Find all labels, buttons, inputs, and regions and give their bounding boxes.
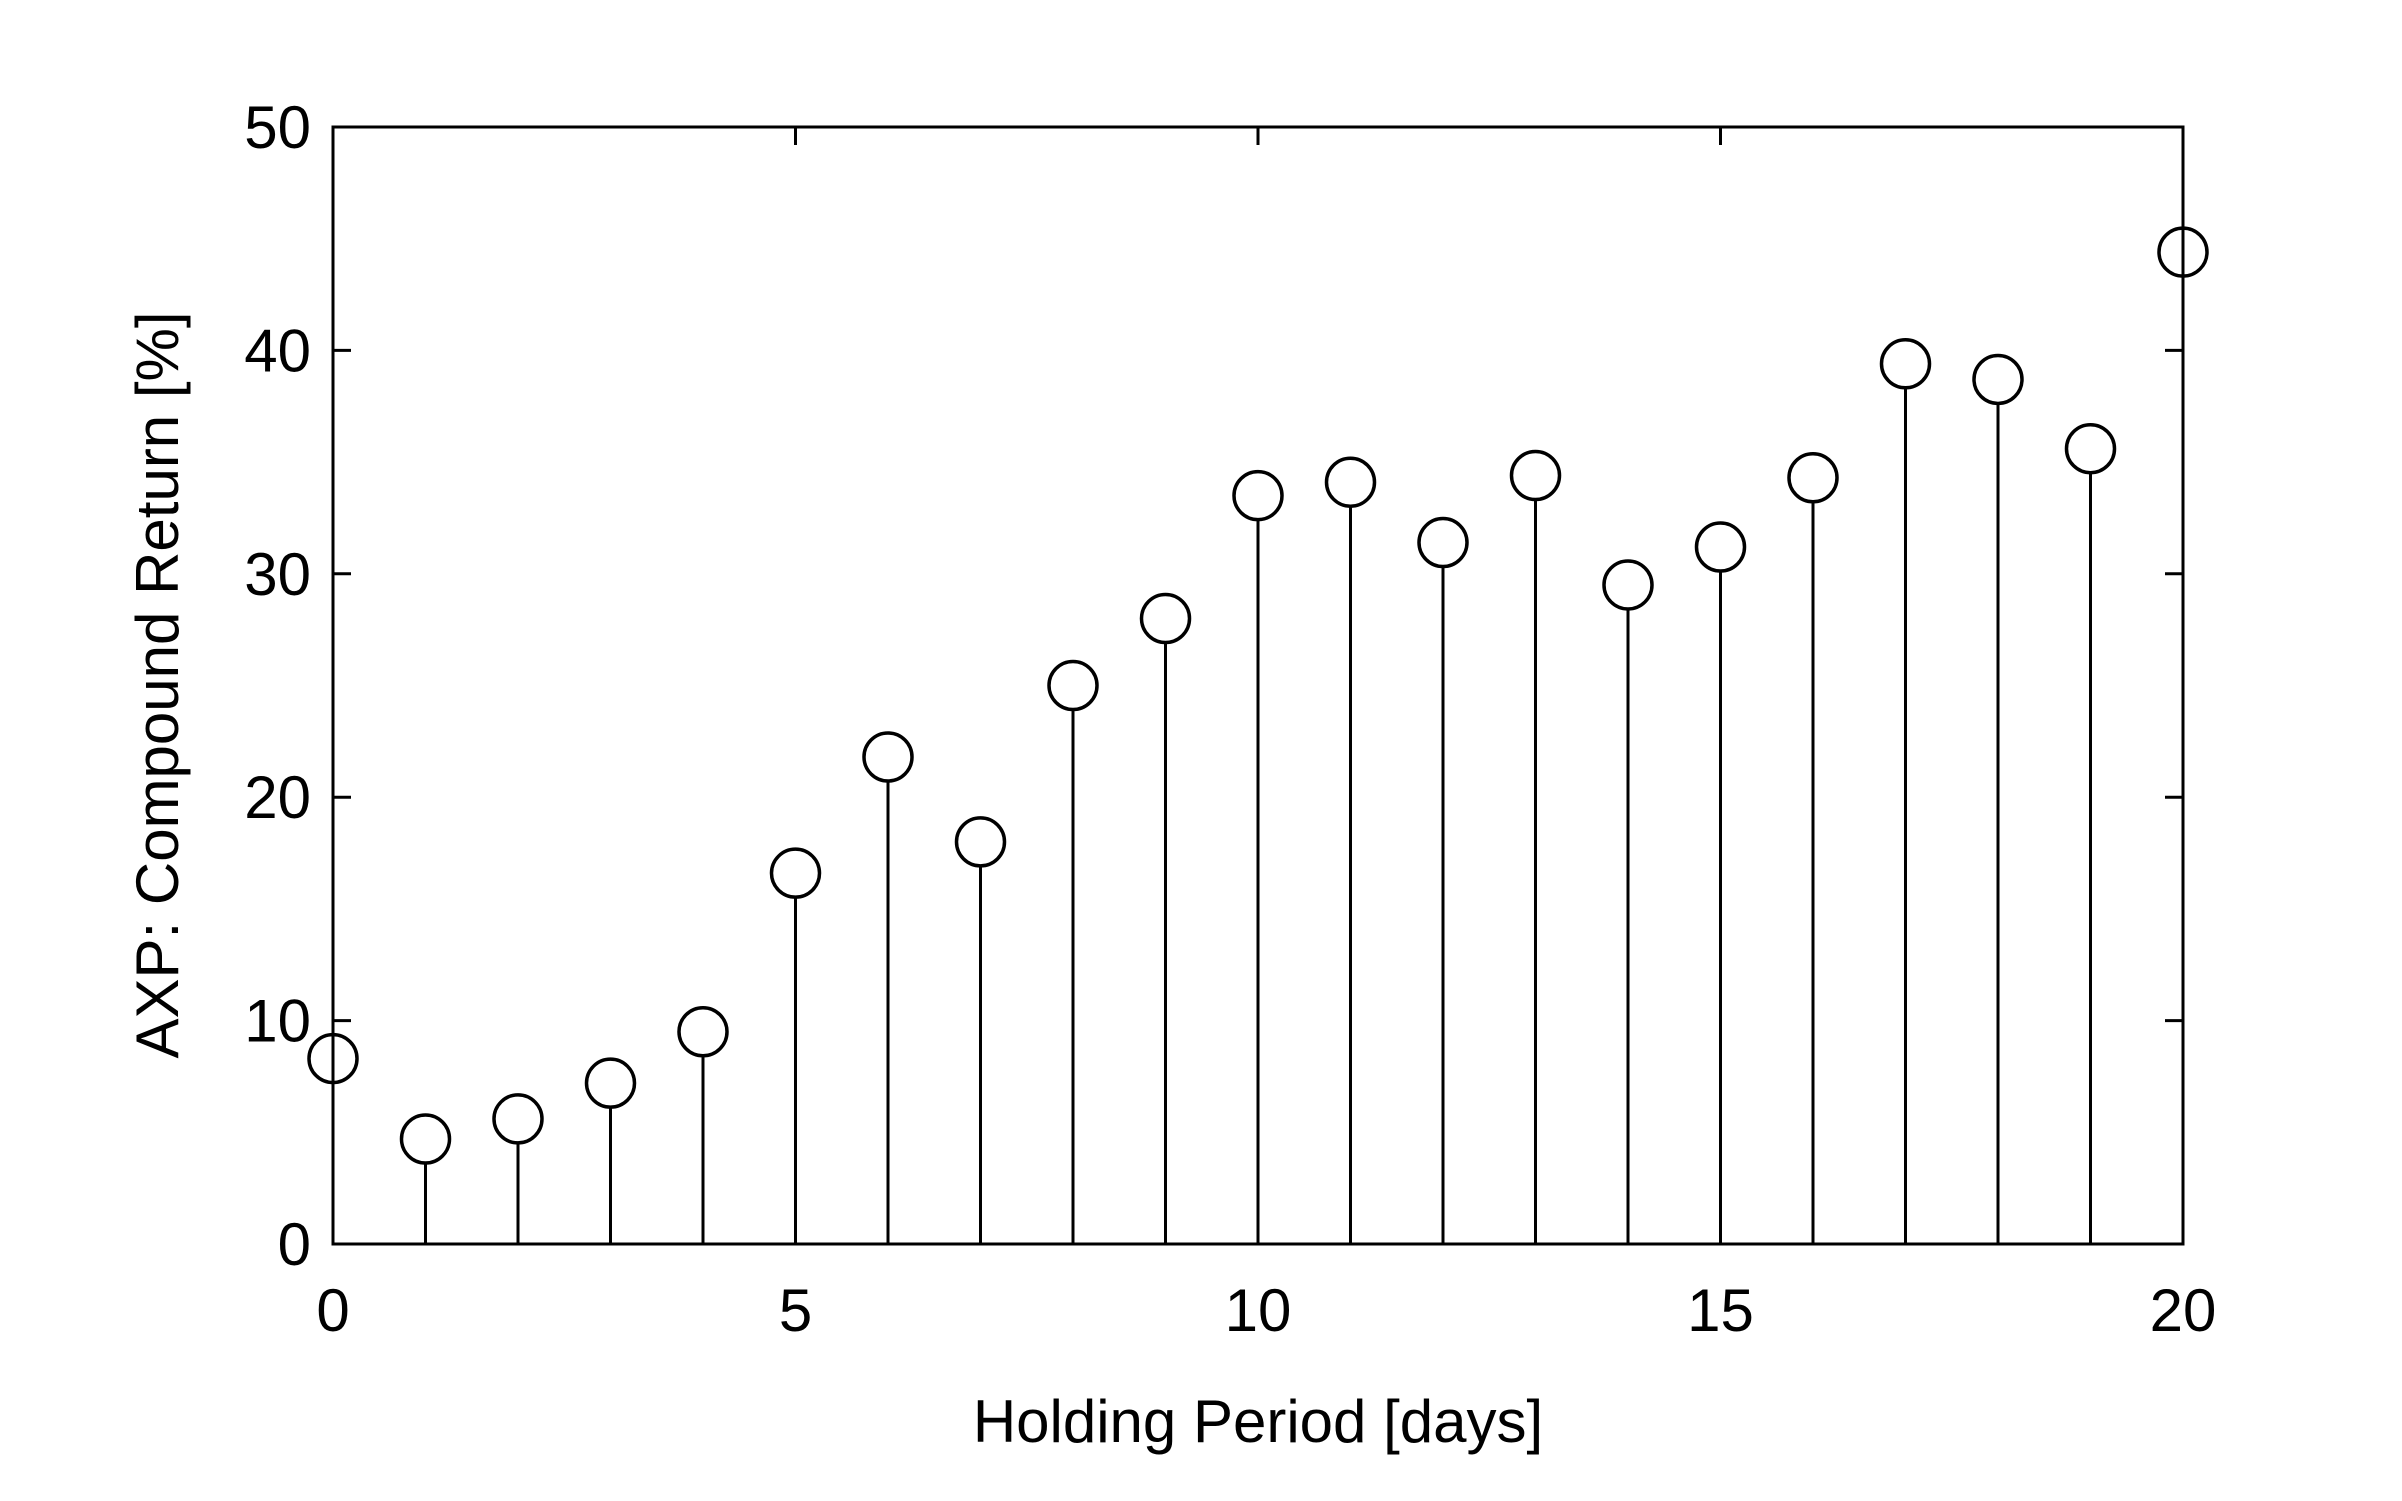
data-point bbox=[492, 1093, 544, 1145]
data-point bbox=[1694, 521, 1747, 573]
data-point bbox=[1972, 353, 2024, 406]
y-axis-label: AXP: Compound Return [%] bbox=[124, 311, 191, 1058]
y-tick-label: 0 bbox=[278, 1211, 311, 1278]
data-point bbox=[677, 1006, 729, 1058]
data-point bbox=[954, 816, 1007, 868]
data-point bbox=[862, 731, 914, 783]
y-tick-label: 40 bbox=[244, 317, 311, 384]
x-tick-label: 5 bbox=[779, 1277, 812, 1344]
y-tick-label: 20 bbox=[244, 764, 311, 831]
tick-labels: 0 5 10 15 20 0 10 20 30 40 50 bbox=[244, 94, 2216, 1344]
data-point bbox=[1787, 451, 1839, 504]
data-point bbox=[1324, 456, 1377, 508]
y-tick-label: 30 bbox=[244, 541, 311, 608]
data-point bbox=[399, 1113, 452, 1165]
data-point bbox=[1232, 469, 1284, 522]
stems bbox=[424, 387, 2092, 1244]
data-point bbox=[1047, 659, 1099, 712]
data-point bbox=[2064, 422, 2117, 475]
x-axis-label: Holding Period [days] bbox=[973, 1388, 1543, 1455]
data-point bbox=[1879, 338, 1932, 390]
tick-marks bbox=[331, 125, 2185, 1246]
x-tick-label: 10 bbox=[1225, 1277, 1292, 1344]
data-point bbox=[2157, 226, 2209, 278]
data-point bbox=[769, 847, 822, 899]
x-tick-label: 20 bbox=[2150, 1277, 2217, 1344]
x-tick-label: 15 bbox=[1687, 1277, 1754, 1344]
data-point bbox=[584, 1057, 637, 1109]
data-point bbox=[307, 1032, 359, 1085]
data-markers bbox=[307, 226, 2209, 1165]
data-point bbox=[1139, 592, 1192, 645]
y-tick-label: 10 bbox=[244, 988, 311, 1055]
data-point bbox=[1509, 449, 1562, 502]
x-tick-label: 0 bbox=[316, 1277, 349, 1344]
data-point bbox=[1602, 559, 1654, 611]
data-point bbox=[1417, 516, 1469, 569]
y-tick-label: 50 bbox=[244, 94, 311, 161]
